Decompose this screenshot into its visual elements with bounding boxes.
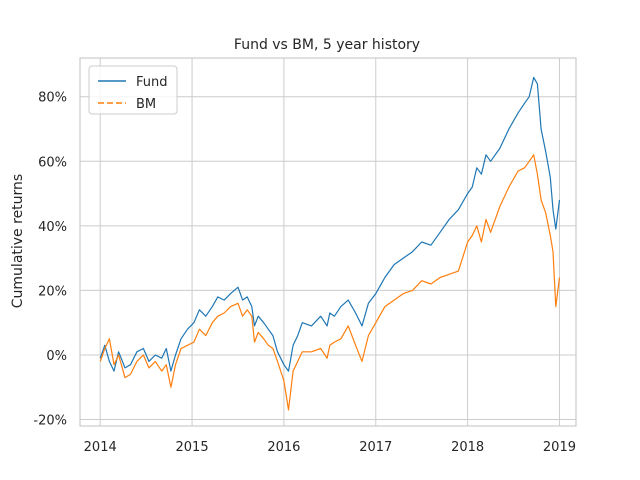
x-tick-label: 2014 [84, 440, 117, 455]
plot-area [99, 76, 561, 411]
x-tick-label: 2018 [451, 440, 484, 455]
x-tick-label: 2017 [359, 440, 392, 455]
legend: Fund BM [88, 65, 178, 115]
legend-box [88, 65, 178, 115]
axes: 2014 2015 2016 2017 2018 2019 -20% 0% 20% 40% 60% 8… [33, 57, 577, 455]
y-tick-label: -20% [33, 414, 67, 429]
y-tick-label: 60% [38, 155, 67, 170]
plot-frame [79, 57, 577, 427]
grid [80, 58, 576, 426]
x-tick-label: 2015 [176, 440, 209, 455]
series-line-bm [99, 154, 561, 411]
x-tick-label: 2016 [267, 440, 300, 455]
plot-background [80, 58, 576, 426]
y-tick-label: 80% [38, 91, 67, 106]
legend-label: Fund [136, 75, 168, 90]
x-tick-label: 2019 [543, 440, 576, 455]
series-line-fund [99, 76, 561, 372]
y-tick-label: 40% [38, 220, 67, 235]
y-tick-label: 20% [38, 284, 67, 299]
legend-label: BM [136, 97, 156, 112]
chart-title: Fund vs BM, 5 year history [234, 37, 420, 53]
y-tick-label: 0% [46, 349, 67, 364]
y-axis-label: Cumulative returns [10, 174, 26, 308]
